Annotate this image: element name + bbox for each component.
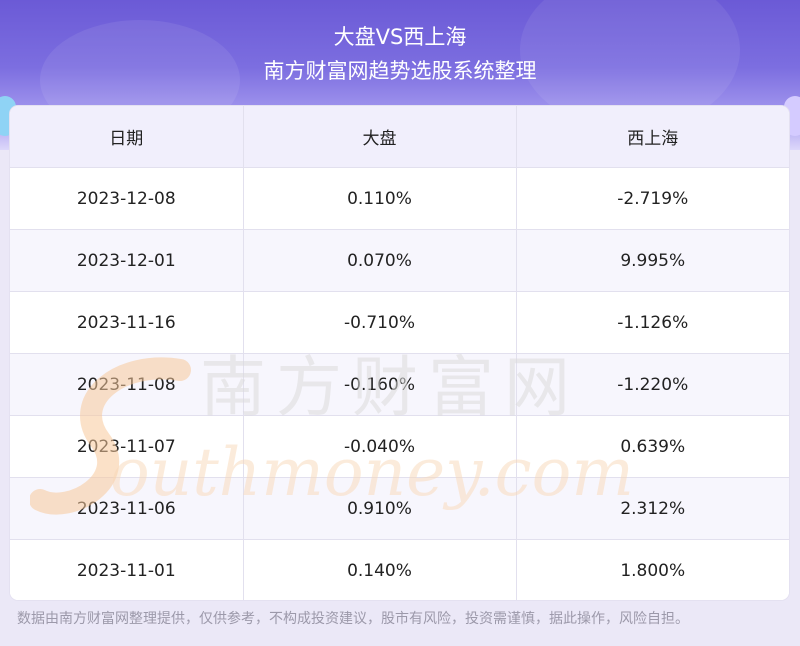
cell-date: 2023-11-01 [10,539,244,600]
cell-date: 2023-11-06 [10,477,244,540]
cell-market-change: 0.110% [243,167,517,230]
cell-date: 2023-12-01 [10,229,244,292]
table-header-row: 日期 大盘 西上海 [10,106,789,168]
cell-date: 2023-11-08 [10,353,244,416]
table-row: 2023-11-07 -0.040% 0.639% [10,415,789,478]
table-row: 2023-12-08 0.110% -2.719% [10,167,789,230]
cell-stock-change: 0.639% [516,415,789,478]
table-row: 2023-11-01 0.140% 1.800% [10,539,789,600]
table-row: 2023-12-01 0.070% 9.995% [10,229,789,292]
cell-market-change: 0.140% [243,539,517,600]
page-title: 大盘VS西上海 [333,25,467,49]
cell-stock-change: -1.126% [516,291,789,354]
cell-date: 2023-11-07 [10,415,244,478]
cell-stock-change: 1.800% [516,539,789,600]
cell-market-change: -0.040% [243,415,517,478]
cell-market-change: 0.070% [243,229,517,292]
cell-stock-change: -1.220% [516,353,789,416]
cell-market-change: 0.910% [243,477,517,540]
cell-date: 2023-11-16 [10,291,244,354]
cell-date: 2023-12-08 [10,167,244,230]
cell-stock-change: 9.995% [516,229,789,292]
column-header-market: 大盘 [243,106,517,168]
data-table: 日期 大盘 西上海 2023-12-08 0.110% -2.719% 2023… [10,106,789,600]
footer-disclaimer: 数据由南方财富网整理提供，仅供参考，不构成投资建议，股市有风险，投资需谨慎，据此… [17,611,689,627]
cell-stock-change: 2.312% [516,477,789,540]
cell-market-change: -0.160% [243,353,517,416]
data-table-card: 日期 大盘 西上海 2023-12-08 0.110% -2.719% 2023… [10,106,789,600]
page-subtitle: 南方财富网趋势选股系统整理 [263,59,537,83]
cell-market-change: -0.710% [243,291,517,354]
cell-stock-change: -2.719% [516,167,789,230]
column-header-date: 日期 [10,106,244,168]
table-row: 2023-11-08 -0.160% -1.220% [10,353,789,416]
table-row: 2023-11-06 0.910% 2.312% [10,477,789,540]
table-row: 2023-11-16 -0.710% -1.126% [10,291,789,354]
column-header-stock: 西上海 [516,106,789,168]
